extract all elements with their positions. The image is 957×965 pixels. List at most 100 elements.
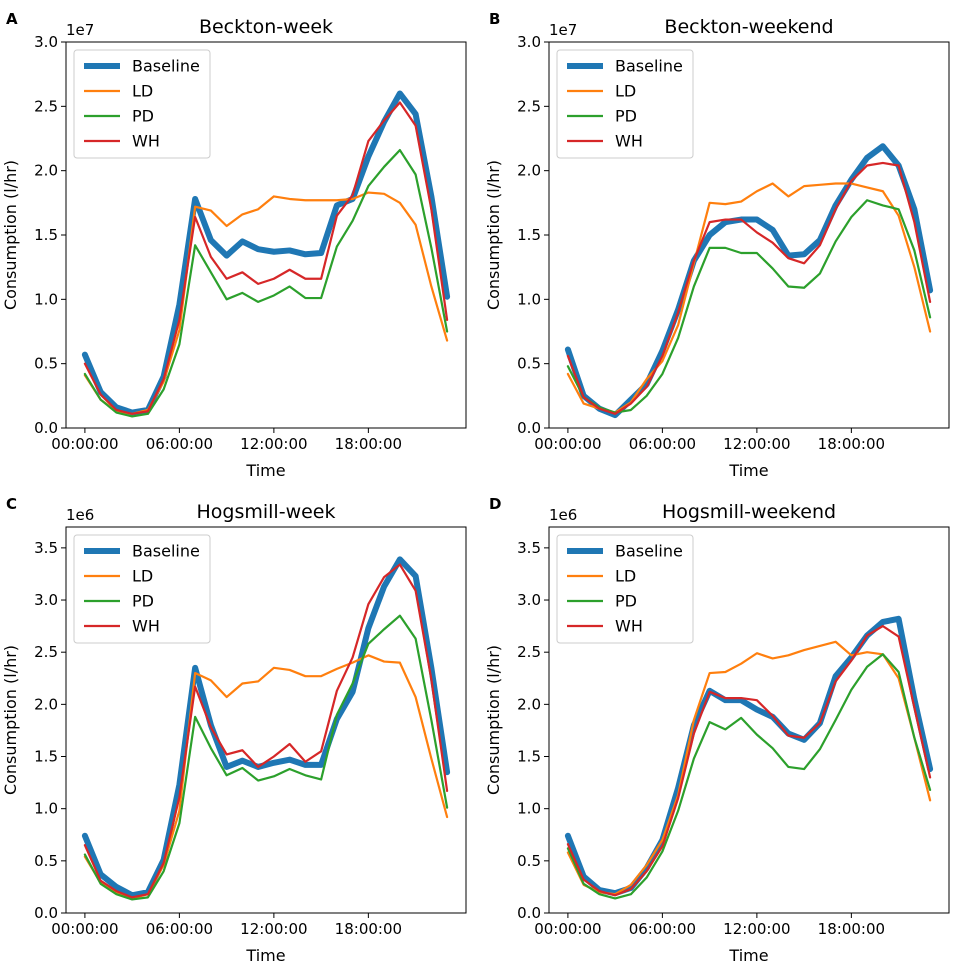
- offset-label: 1e6: [66, 506, 94, 524]
- chart-title: Hogsmill-weekend: [662, 501, 836, 523]
- x-tick-label: 00:00:00: [534, 435, 601, 453]
- axes-frame: [548, 526, 950, 914]
- legend-label: Baseline: [615, 57, 683, 76]
- legend-label: WH: [132, 617, 160, 636]
- y-tick-label: 0.0: [34, 419, 58, 437]
- y-axis-label: Consumption (l/hr): [484, 160, 503, 310]
- legend-label: Baseline: [132, 57, 200, 76]
- y-tick-label: 1.5: [34, 748, 58, 766]
- y-tick-label: 3.0: [34, 33, 58, 51]
- y-axis-label: Consumption (l/hr): [1, 160, 20, 310]
- x-tick-label: 06:00:00: [629, 920, 696, 938]
- legend-label: Baseline: [132, 542, 200, 561]
- y-tick-label: 3.0: [34, 591, 58, 609]
- panel-letter: B: [489, 10, 500, 28]
- legend-box: [73, 534, 211, 644]
- y-tick-label: 1.0: [517, 800, 541, 818]
- axes-frame: [548, 41, 950, 429]
- y-tick-label: 2.0: [34, 695, 58, 713]
- x-tick-label: 18:00:00: [818, 920, 885, 938]
- x-axis-label: Time: [728, 461, 768, 480]
- x-tick-label: 18:00:00: [335, 920, 402, 938]
- y-tick-label: 3.5: [517, 539, 541, 557]
- y-tick-label: 3.0: [517, 33, 541, 51]
- x-tick-label: 06:00:00: [629, 435, 696, 453]
- y-tick-label: 0.5: [34, 852, 58, 870]
- y-tick-label: 2.0: [517, 162, 541, 180]
- axes-frame: [65, 41, 467, 429]
- legend-label: LD: [132, 567, 153, 586]
- y-tick-label: 0.0: [34, 904, 58, 922]
- series-line-wh: [83, 563, 449, 899]
- offset-label: 1e7: [549, 21, 577, 39]
- series-line-baseline: [564, 143, 934, 419]
- y-tick-label: 1.5: [517, 748, 541, 766]
- y-tick-label: 1.0: [517, 290, 541, 308]
- series-line-pd: [566, 653, 932, 900]
- x-tick-label: 18:00:00: [335, 435, 402, 453]
- legend-label: WH: [615, 132, 643, 151]
- axes-frame: [65, 526, 467, 914]
- panel-b: B Beckton-weekend 1e7 0.0 0.5 1.0 1.5 2.0 2.5 3.0…: [484, 10, 950, 480]
- x-axis-label: Time: [728, 946, 768, 965]
- y-tick-label: 1.0: [34, 800, 58, 818]
- legend-box: [556, 534, 694, 644]
- x-tick-label: 06:00:00: [146, 920, 213, 938]
- series-line-wh: [566, 161, 932, 415]
- chart-title: Beckton-week: [199, 16, 333, 38]
- y-tick-label: 0.5: [34, 355, 58, 373]
- legend-label: LD: [615, 567, 636, 586]
- x-axis-label: Time: [245, 461, 285, 480]
- x-tick-label: 00:00:00: [51, 435, 118, 453]
- y-tick-label: 1.5: [34, 226, 58, 244]
- legend-label: WH: [615, 617, 643, 636]
- series-line-pd: [83, 614, 449, 901]
- y-axis-label: Consumption (l/hr): [484, 645, 503, 795]
- chart-title: Beckton-weekend: [664, 16, 833, 38]
- series-line-pd: [566, 199, 932, 414]
- y-tick-label: 2.5: [34, 643, 58, 661]
- y-tick-label: 3.0: [517, 591, 541, 609]
- legend-label: WH: [132, 132, 160, 151]
- x-tick-label: 06:00:00: [146, 435, 213, 453]
- offset-label: 1e7: [66, 21, 94, 39]
- y-tick-label: 0.0: [517, 419, 541, 437]
- y-tick-label: 1.5: [517, 226, 541, 244]
- legend-label: PD: [615, 592, 637, 611]
- series-line-ld: [83, 191, 449, 415]
- y-tick-label: 2.5: [34, 97, 58, 115]
- panel-c: C Hogsmill-week 1e6 0.0 0.5 1.0 1.5 2.0 2.5 3.0 3.…: [1, 495, 467, 965]
- y-tick-label: 2.0: [34, 162, 58, 180]
- x-axis-label: Time: [245, 946, 285, 965]
- legend-label: LD: [615, 82, 636, 101]
- panel-letter: C: [6, 495, 17, 513]
- panel-letter: D: [489, 495, 501, 513]
- y-tick-label: 0.0: [517, 904, 541, 922]
- offset-label: 1e6: [549, 506, 577, 524]
- x-tick-label: 00:00:00: [51, 920, 118, 938]
- series-line-pd: [83, 148, 449, 418]
- legend-box: [73, 49, 211, 159]
- y-tick-label: 0.5: [517, 355, 541, 373]
- legend-label: Baseline: [615, 542, 683, 561]
- x-tick-label: 18:00:00: [818, 435, 885, 453]
- legend-label: PD: [615, 107, 637, 126]
- series-line-ld: [566, 640, 932, 896]
- x-tick-label: 12:00:00: [240, 435, 307, 453]
- legend-label: LD: [132, 82, 153, 101]
- panel-d: D Hogsmill-weekend 1e6 0.0 0.5 1.0 1.5 2.0 2.5 3.…: [484, 495, 950, 965]
- x-tick-label: 12:00:00: [723, 435, 790, 453]
- y-tick-label: 2.5: [517, 643, 541, 661]
- x-tick-label: 12:00:00: [240, 920, 307, 938]
- series-line-baseline: [81, 556, 451, 899]
- chart-title: Hogsmill-week: [197, 501, 336, 523]
- legend-label: PD: [132, 592, 154, 611]
- y-tick-label: 2.5: [517, 97, 541, 115]
- y-axis-label: Consumption (l/hr): [1, 645, 20, 795]
- series-line-wh: [566, 625, 932, 897]
- legend-label: PD: [132, 107, 154, 126]
- panel-letter: A: [6, 10, 18, 28]
- series-line-ld: [83, 654, 449, 900]
- y-tick-label: 2.0: [517, 695, 541, 713]
